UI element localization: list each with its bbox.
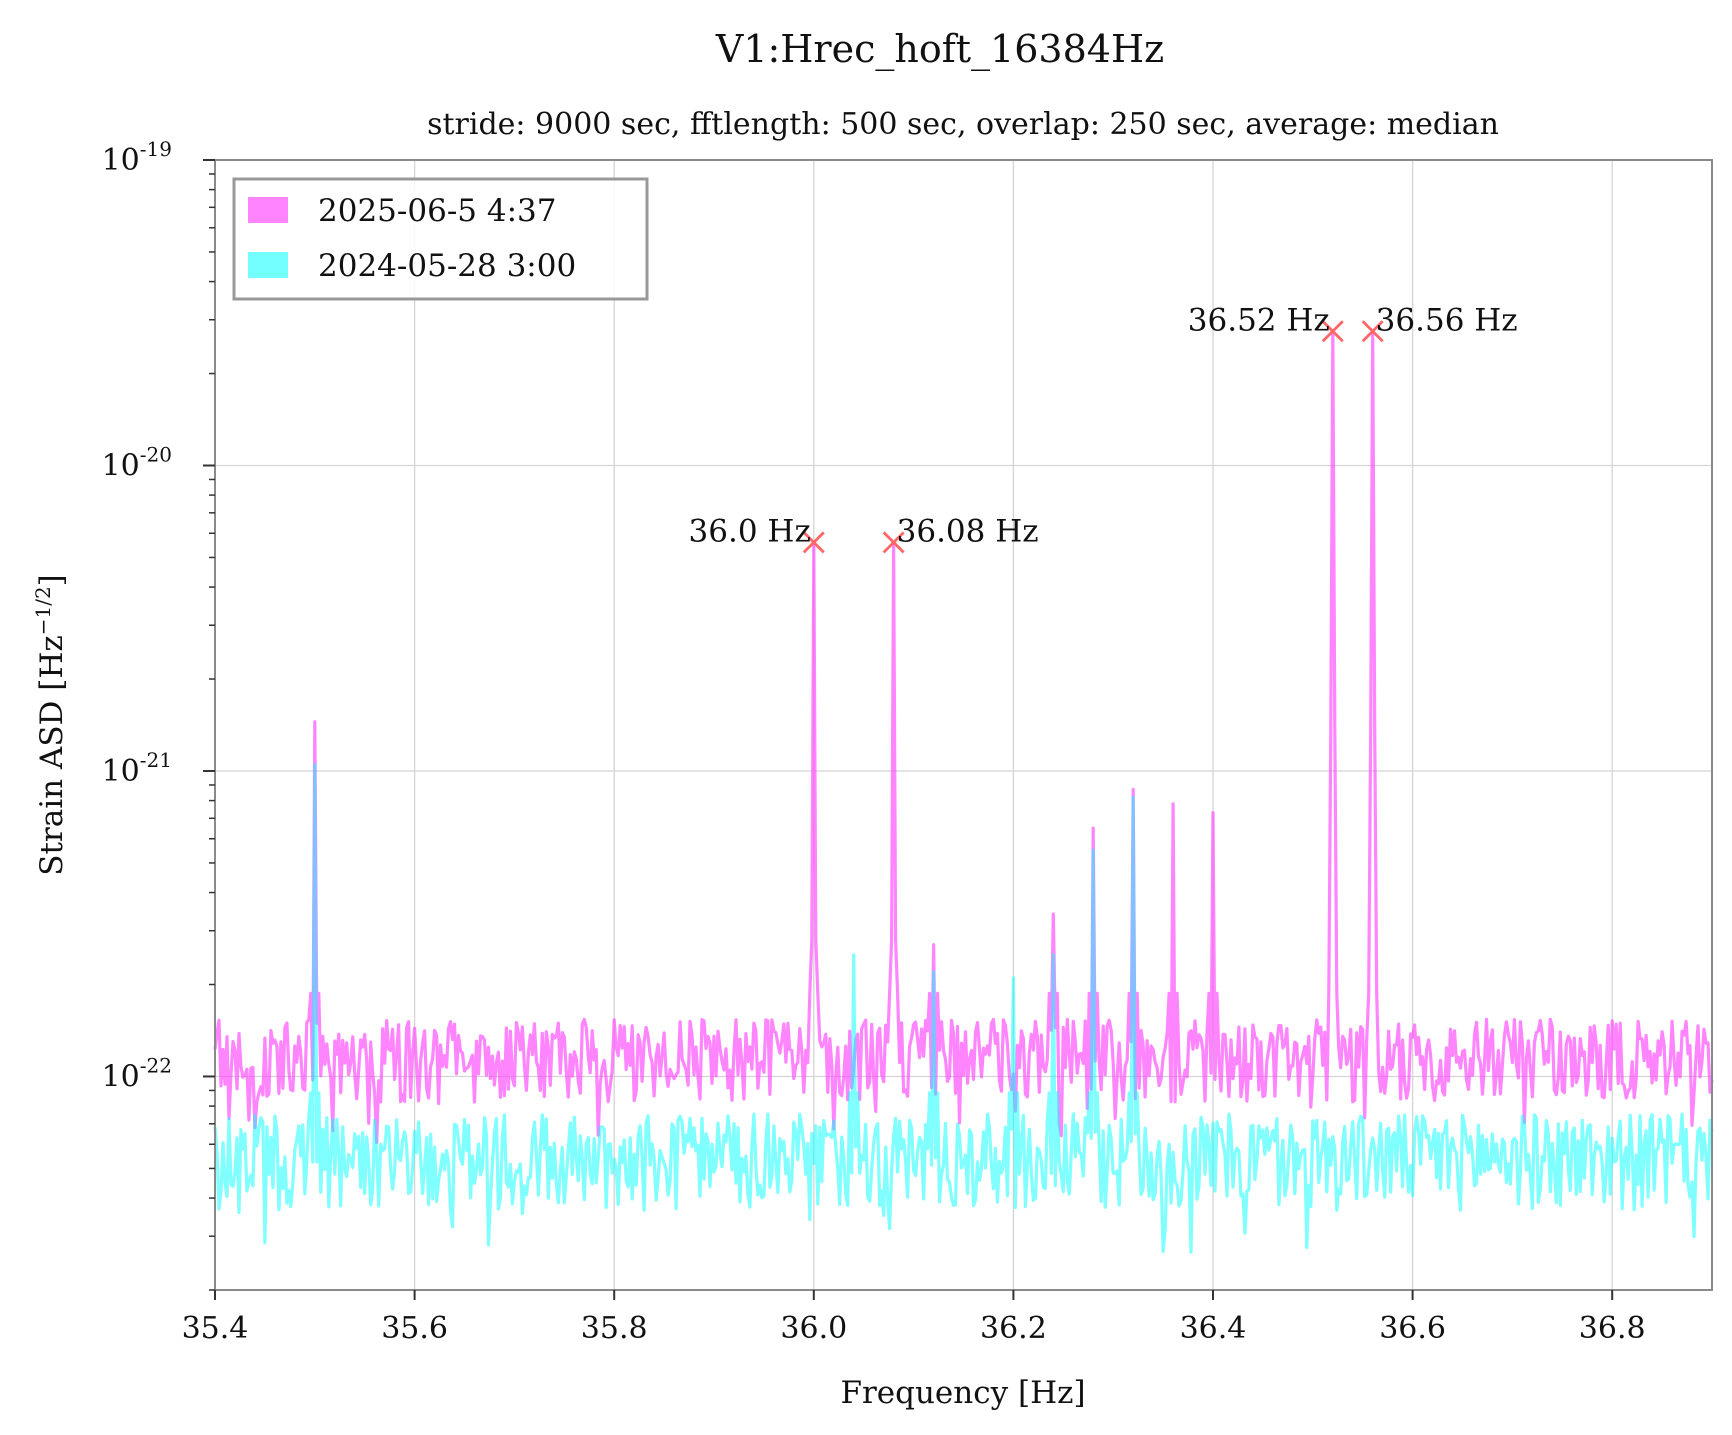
x-tick-label-2: 35.8 [581,1311,648,1346]
legend: 2025-06-5 4:37 2024-05-28 3:00 [232,177,649,301]
y-axis-ticks: 10-19 10-20 10-21 10-22 [102,137,215,1291]
peak-label-0: 36.0 Hz [689,513,811,549]
series-line-1 [213,762,1714,1254]
chart-subtitle: stride: 9000 sec, fftlength: 500 sec, ov… [427,107,1499,142]
y-tick-label-1: 10-20 [102,442,172,483]
peak-marker-3 [1361,320,1384,343]
x-axis-ticks: 35.4 35.6 35.8 36.0 36.2 36.4 36.6 36.8 [182,1290,1646,1346]
y-tick-label-2: 10-21 [102,748,172,789]
x-tick-label-3: 36.0 [780,1311,847,1346]
x-tick-label-1: 35.6 [381,1311,448,1346]
peak-label-3: 36.56 Hz [1376,302,1518,338]
legend-label-1: 2024-05-28 3:00 [318,248,576,284]
y-tick-label-0: 10-19 [102,137,172,178]
legend-box [232,177,649,301]
y-tick-label-3: 10-22 [102,1053,172,1094]
legend-swatch-0 [248,197,288,223]
y-axis-label-main: Strain ASD [Hz [34,635,70,876]
peak-markers: 36.0 Hz 36.08 Hz 36.52 Hz 36.56 Hz [689,302,1518,554]
legend-swatch-1 [248,252,288,278]
x-tick-label-7: 36.8 [1579,1311,1646,1346]
peak-label-1: 36.08 Hz [897,513,1039,549]
x-tick-label-6: 36.6 [1379,1311,1446,1346]
y-axis-label-exp: −1/2 [31,586,55,635]
series-lines [213,329,1714,1254]
peak-label-2: 36.52 Hz [1188,302,1330,338]
chart-title: V1:Hrec_hoft_16384Hz [715,27,1164,72]
legend-label-0: 2025-06-5 4:37 [318,193,556,229]
series-line-0 [213,329,1714,1145]
y-axis-label-end: ] [34,574,70,586]
x-tick-label-4: 36.2 [980,1311,1047,1346]
y-axis-label: Strain ASD [Hz−1/2] [31,574,70,876]
peak-marker-0 [802,531,825,554]
peak-marker-2 [1321,320,1344,343]
x-tick-label-5: 36.4 [1180,1311,1247,1346]
peak-marker-1 [882,531,905,554]
x-tick-label-0: 35.4 [182,1311,249,1346]
x-axis-label: Frequency [Hz] [840,1375,1085,1411]
plot-frame [214,159,1713,1291]
